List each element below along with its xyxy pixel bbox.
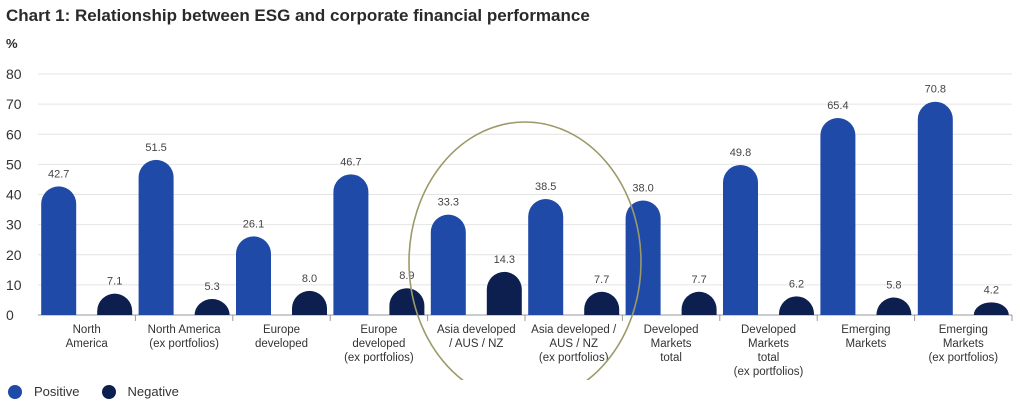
x-tick-label: Europe developed (ex portfolios) xyxy=(344,324,414,364)
y-tick-label: 20 xyxy=(6,247,22,263)
legend-item-negative: Negative xyxy=(101,384,179,399)
data-label-positive: 42.7 xyxy=(48,168,69,180)
x-tick-label: Asia developed / AUS / NZ (ex portfolios) xyxy=(531,324,617,364)
y-tick-label: 70 xyxy=(6,96,22,112)
legend-swatch-negative xyxy=(101,384,116,399)
chart-title: Chart 1: Relationship between ESG and co… xyxy=(6,6,590,25)
bar-negative xyxy=(779,296,814,315)
bar-positive xyxy=(723,164,758,315)
y-tick-label: 50 xyxy=(6,156,22,172)
data-label-positive: 33.3 xyxy=(438,197,459,209)
bar-negative xyxy=(584,291,620,315)
bar-negative xyxy=(292,290,327,315)
bar-negative xyxy=(876,297,912,315)
data-label-positive: 38.5 xyxy=(535,181,556,193)
bar-chart: 0 10 20 30 40 50 60 70 80 42.7 7.1 North America 51.5… xyxy=(6,66,1013,380)
bar-positive xyxy=(528,199,564,315)
bar-negative xyxy=(973,302,1009,315)
bar-positive xyxy=(430,214,466,315)
data-label-negative: 7.7 xyxy=(691,274,706,286)
data-label-negative: 5.3 xyxy=(204,281,219,293)
bar-negative xyxy=(389,288,425,315)
legend: Positive Negative xyxy=(8,384,201,399)
data-label-positive: 65.4 xyxy=(827,100,848,112)
data-label-negative: 7.7 xyxy=(594,274,609,286)
x-tick-label: Emerging Markets xyxy=(841,324,890,350)
data-label-negative: 14.3 xyxy=(494,254,515,266)
data-label-positive: 51.5 xyxy=(145,142,166,154)
x-tick-label: Emerging Markets (ex portfolios) xyxy=(928,324,998,364)
bar-positive xyxy=(820,117,856,315)
x-tick-label: Developed Markets total xyxy=(644,324,699,364)
data-label-positive: 49.8 xyxy=(730,147,751,159)
bar-positive xyxy=(625,200,661,315)
x-tick-label: North America (ex portfolios) xyxy=(148,324,221,350)
y-axis-unit-label: % xyxy=(6,36,18,51)
data-label-negative: 6.2 xyxy=(789,278,804,290)
bar-positive xyxy=(138,159,174,315)
data-label-negative: 7.1 xyxy=(107,276,122,288)
bar-negative xyxy=(194,299,230,315)
x-tick-label: Developed Markets total (ex portfolios) xyxy=(734,324,804,378)
data-label-negative: 4.2 xyxy=(984,284,999,296)
y-tick-label: 40 xyxy=(6,187,22,203)
legend-item-positive: Positive xyxy=(8,384,80,399)
bar-positive xyxy=(236,236,271,315)
legend-swatch-positive xyxy=(8,384,22,399)
data-label-positive: 26.1 xyxy=(243,218,264,230)
data-label-positive: 38.0 xyxy=(632,183,653,195)
data-label-positive: 70.8 xyxy=(925,84,946,96)
bar-negative xyxy=(486,271,522,315)
bar-negative xyxy=(97,293,133,315)
bar-positive xyxy=(917,101,953,315)
bar-negative xyxy=(681,291,717,315)
y-tick-label: 30 xyxy=(6,217,22,233)
legend-label-positive: Positive xyxy=(34,384,80,399)
legend-label-negative: Negative xyxy=(127,384,179,399)
highlight-ellipse xyxy=(408,121,642,380)
y-tick-label: 80 xyxy=(6,66,22,82)
x-tick-label: North America xyxy=(66,324,109,350)
bar-positive xyxy=(41,186,77,315)
x-tick-label: Europe developed xyxy=(255,324,308,350)
bar-positive xyxy=(333,174,369,315)
y-tick-label: 0 xyxy=(6,307,14,323)
data-label-negative: 8.9 xyxy=(399,270,414,282)
y-tick-label: 10 xyxy=(6,277,22,293)
data-label-negative: 5.8 xyxy=(886,280,901,292)
data-label-negative: 8.0 xyxy=(302,273,317,285)
data-label-positive: 46.7 xyxy=(340,156,361,168)
y-tick-label: 60 xyxy=(6,126,22,142)
x-tick-label: Asia developed / AUS / NZ xyxy=(437,324,516,350)
